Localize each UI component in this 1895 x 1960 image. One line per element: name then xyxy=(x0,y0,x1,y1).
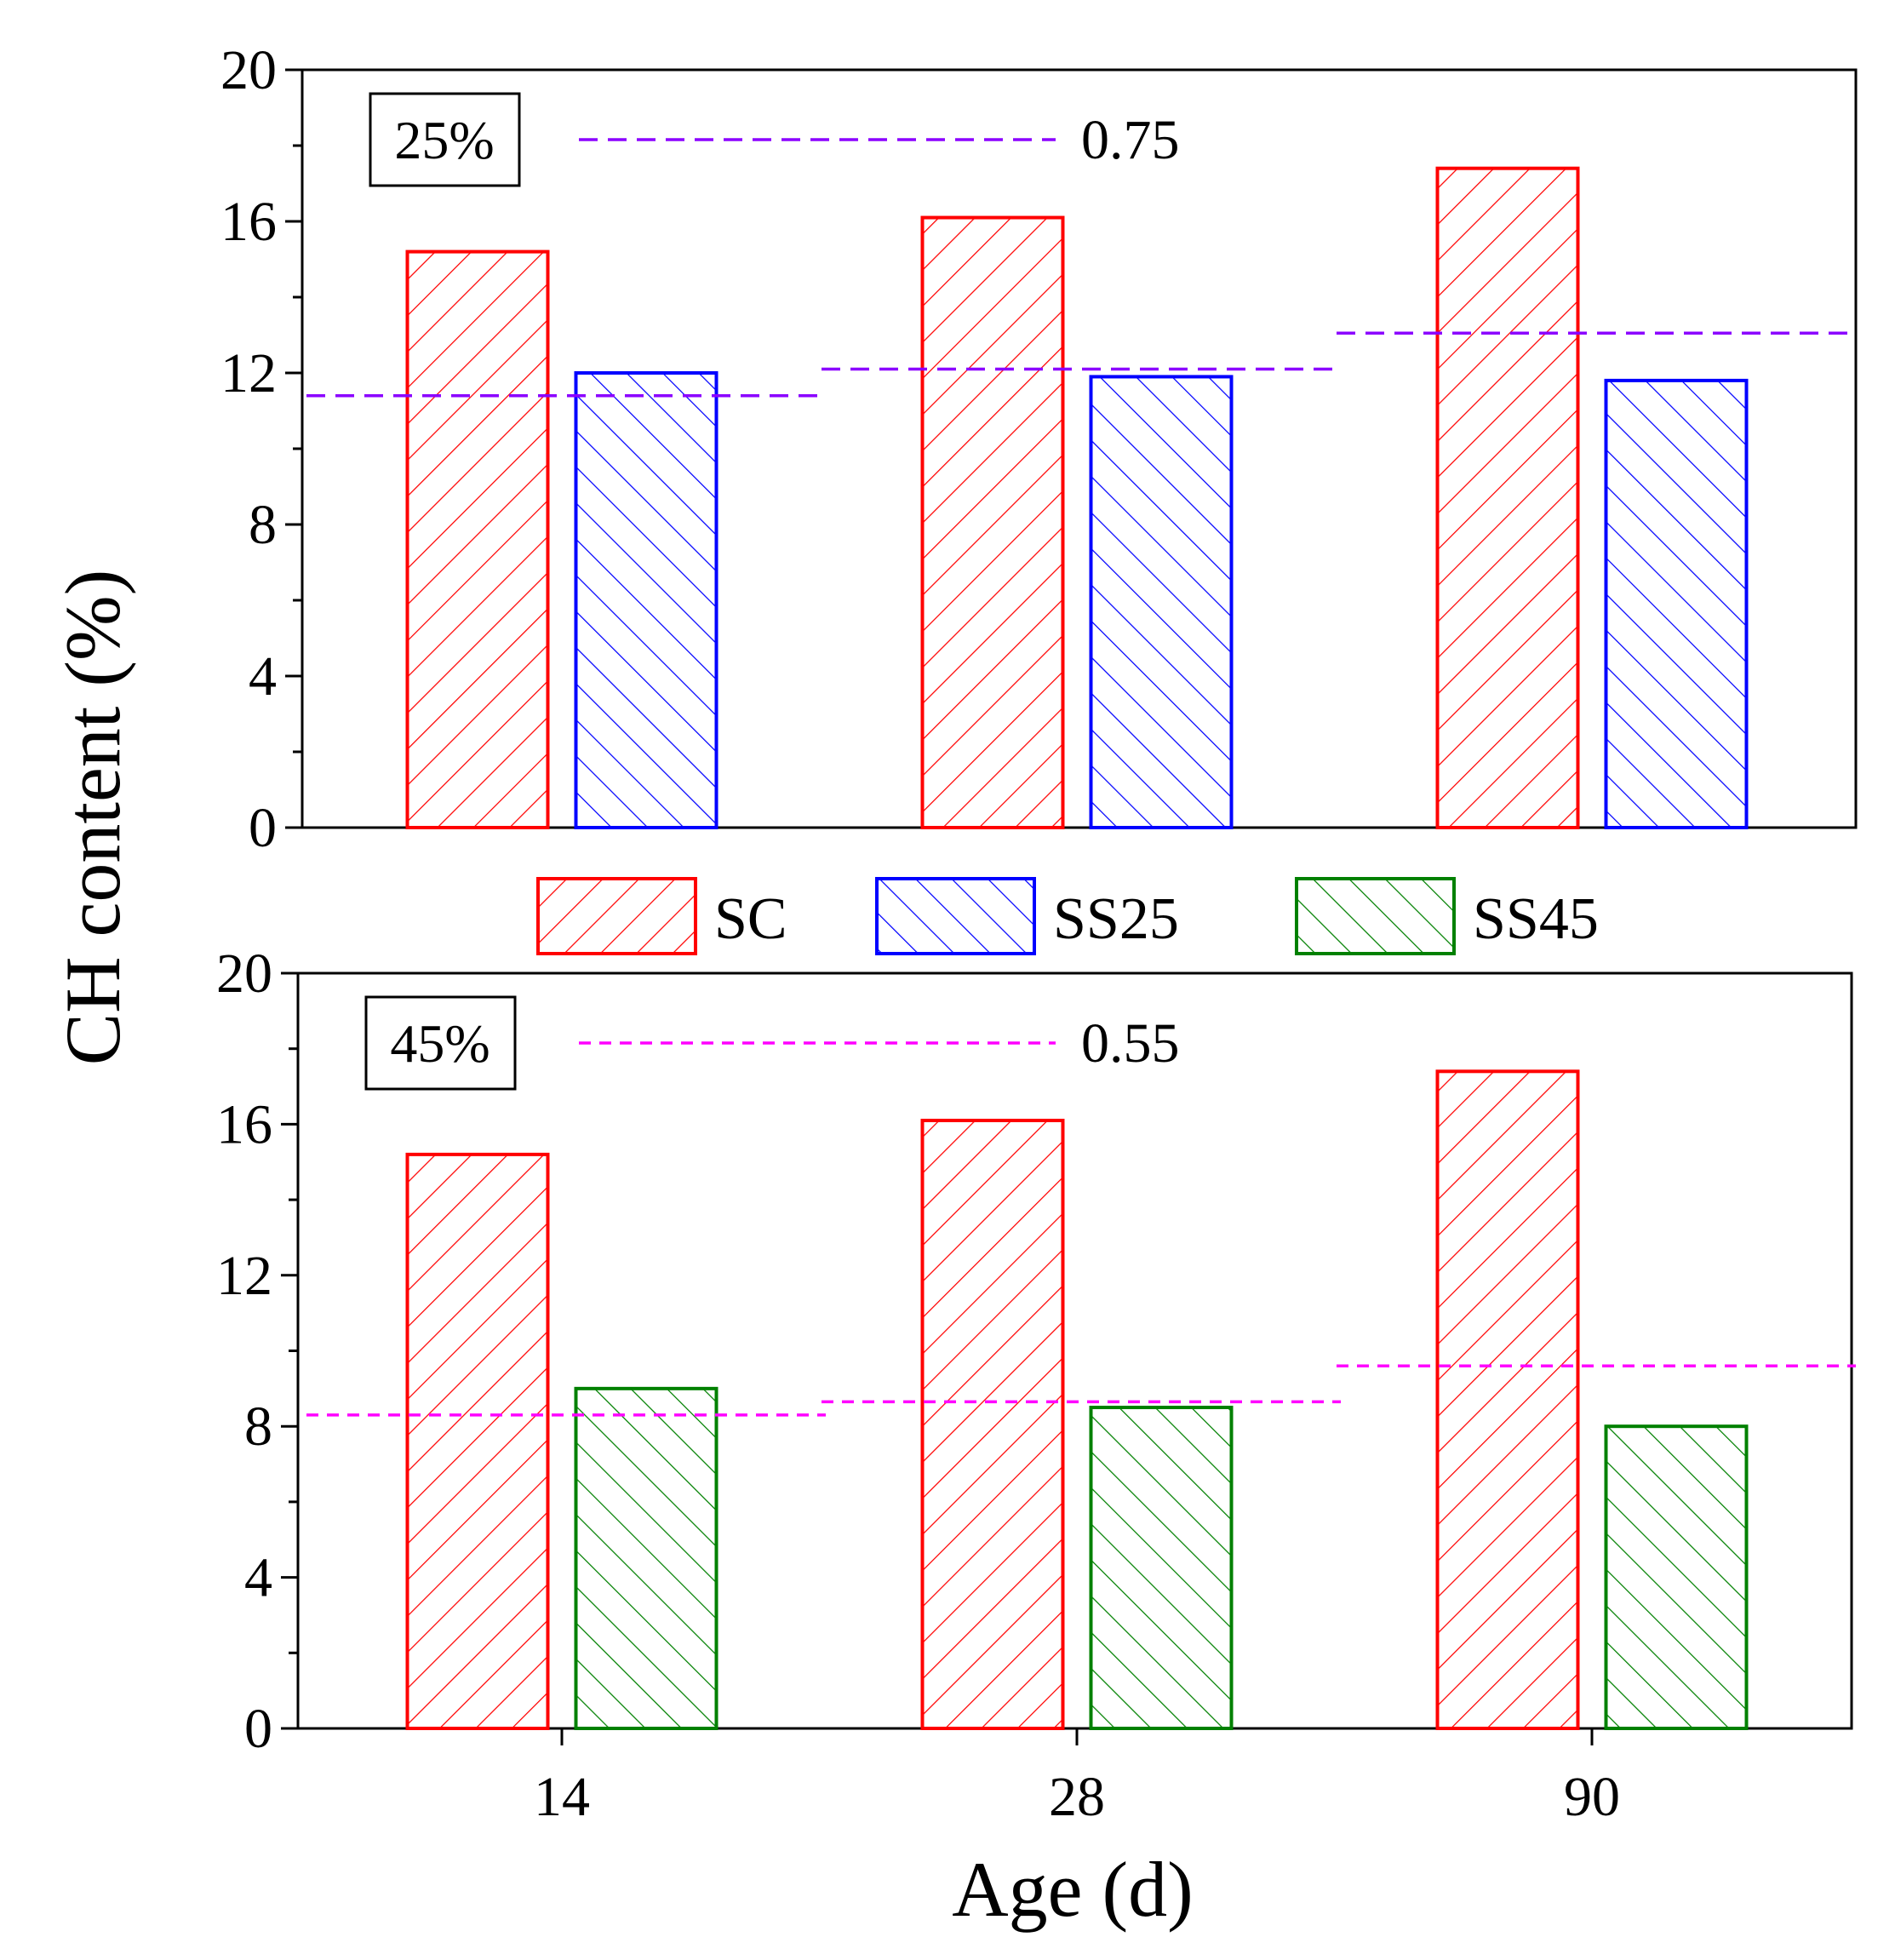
legend-label-ss45: SS45 xyxy=(1473,886,1599,952)
legend-label-sc: SC xyxy=(714,886,787,952)
panel-top: 0 4 8 12 16 20 25% 0.75 xyxy=(220,39,1858,859)
panel-tag: 25% xyxy=(394,110,494,170)
bar-sc-90 xyxy=(1435,166,1580,829)
y-tick-label: 8 xyxy=(244,1395,272,1458)
x-tick-label: 28 xyxy=(1049,1766,1105,1828)
y-tick-label: 16 xyxy=(216,1093,272,1155)
reference-label: 0.75 xyxy=(1081,109,1180,171)
y-tick-label: 20 xyxy=(220,39,277,101)
bar-sc-28 xyxy=(920,215,1065,830)
legend-swatch-ss25 xyxy=(875,877,1036,955)
x-axis-title: Age (d) xyxy=(952,1846,1194,1933)
y-tick-label: 16 xyxy=(220,191,277,253)
y-tick-label: 20 xyxy=(216,943,272,1005)
y-tick-label: 8 xyxy=(249,494,277,556)
y-tick-label: 0 xyxy=(249,797,277,859)
x-tick-label: 14 xyxy=(534,1766,590,1828)
bar-sc-14 xyxy=(405,249,550,830)
x-tick-label: 90 xyxy=(1564,1766,1620,1828)
bar-ss25-28 xyxy=(1089,375,1234,829)
y-tick-label: 4 xyxy=(244,1547,272,1609)
bar-ss45-14 xyxy=(574,1386,718,1730)
legend: SC SS25 SS45 xyxy=(536,877,1599,955)
x-axis-ticks: 14 28 90 xyxy=(534,1728,1620,1828)
bar-ss45-90 xyxy=(1604,1424,1749,1730)
bar-sc-28 xyxy=(920,1118,1065,1730)
bar-ss45-28 xyxy=(1089,1406,1234,1731)
bar-ss25-90 xyxy=(1604,378,1749,829)
y-tick-label: 4 xyxy=(249,645,277,708)
panel-tag-box xyxy=(369,92,521,187)
y-tick-label: 12 xyxy=(220,342,277,404)
y-axis-title: CH content (%) xyxy=(49,570,136,1066)
bar-sc-90 xyxy=(1435,1069,1580,1731)
legend-swatch-ss45 xyxy=(1295,877,1456,955)
y-tick-label: 0 xyxy=(244,1698,272,1760)
legend-label-ss25: SS25 xyxy=(1053,886,1179,952)
panel-tag: 45% xyxy=(390,1013,489,1074)
bar-ss25-14 xyxy=(574,371,718,829)
panel-bottom: 0 4 8 12 16 20 45% 0.55 xyxy=(216,943,1856,1760)
bar-sc-14 xyxy=(405,1152,550,1730)
y-tick-label: 12 xyxy=(216,1245,272,1307)
reference-label: 0.55 xyxy=(1081,1012,1180,1075)
panel-tag-box xyxy=(364,995,517,1091)
legend-swatch-sc xyxy=(536,877,697,955)
